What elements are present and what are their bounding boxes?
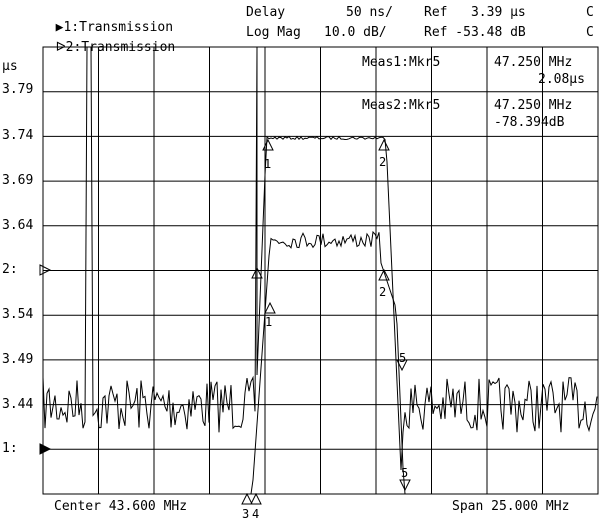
marker-triangle (250, 492, 262, 505)
channel1-flag: C (586, 5, 594, 20)
channel1-format: Delay (246, 5, 286, 20)
meas1-label: Meas1:Mkr5 (362, 55, 441, 70)
y-tick-label: 3.44 (2, 397, 34, 412)
marker-label: 1 (265, 315, 272, 329)
channel1-label: 1:Transmission (63, 20, 174, 35)
channel1-scale: 50 ns/ (346, 5, 393, 20)
channel1-active-indicator: ▶ (55, 20, 64, 35)
y-axis-unit: µs (2, 59, 18, 74)
y-tick-label: 3.54 (2, 307, 34, 322)
trace-delay (42, 46, 598, 471)
marker-triangle (378, 138, 390, 151)
reference-arrows (39, 264, 52, 455)
marker-triangle (399, 479, 411, 492)
marker-label: 2 (379, 155, 386, 169)
marker-label: 3 (242, 507, 249, 521)
channel1-reference-arrow (39, 443, 52, 455)
meas1-frequency: 47.250 MHz (494, 55, 573, 70)
marker-label: 5 (399, 351, 406, 365)
marker-triangle (251, 266, 263, 279)
y-tick-label: 3.64 (2, 218, 34, 233)
meas2-frequency: 47.250 MHz (494, 98, 573, 113)
channel2-format: Log Mag (246, 25, 301, 40)
marker-labels: 1 2 1 2 5 5 3 4 (242, 155, 408, 521)
channel1-reference: Ref 3.39 µs (424, 5, 526, 20)
channel1-header: ▶1:Transmission (40, 5, 173, 35)
marker-label: 4 (252, 507, 259, 521)
markers (241, 138, 411, 505)
meas2-label: Meas2:Mkr5 (362, 98, 441, 113)
channel2-reference-arrow (39, 264, 52, 276)
marker-triangle (378, 268, 390, 281)
channel1-reference-label: 1: (2, 441, 18, 456)
marker-triangle (262, 138, 274, 151)
marker-triangle (396, 359, 408, 372)
marker-triangle (264, 301, 276, 314)
y-tick-label: 3.69 (2, 173, 34, 188)
frequency-span: Span 25.000 MHz (452, 499, 570, 514)
meas1-value: 2.08µs (538, 72, 585, 87)
marker-label: 2 (379, 285, 386, 299)
y-tick-label: 3.74 (2, 128, 34, 143)
channel2-reference: Ref -53.48 dB (424, 25, 526, 40)
trace-log-mag (43, 230, 597, 495)
channel2-reference-label: 2: (2, 262, 18, 277)
center-frequency: Center 43.600 MHz (54, 499, 188, 514)
meas2-value: -78.394dB (494, 115, 565, 130)
y-tick-label: 3.49 (2, 352, 34, 367)
channel2-flag: C (586, 25, 594, 40)
marker-label: 1 (264, 157, 271, 171)
marker-triangle (241, 492, 253, 505)
graticule (42, 46, 599, 495)
marker-label: 5 (401, 466, 408, 480)
y-tick-label: 3.79 (2, 82, 34, 97)
channel2-scale: 10.0 dB/ (324, 25, 387, 40)
